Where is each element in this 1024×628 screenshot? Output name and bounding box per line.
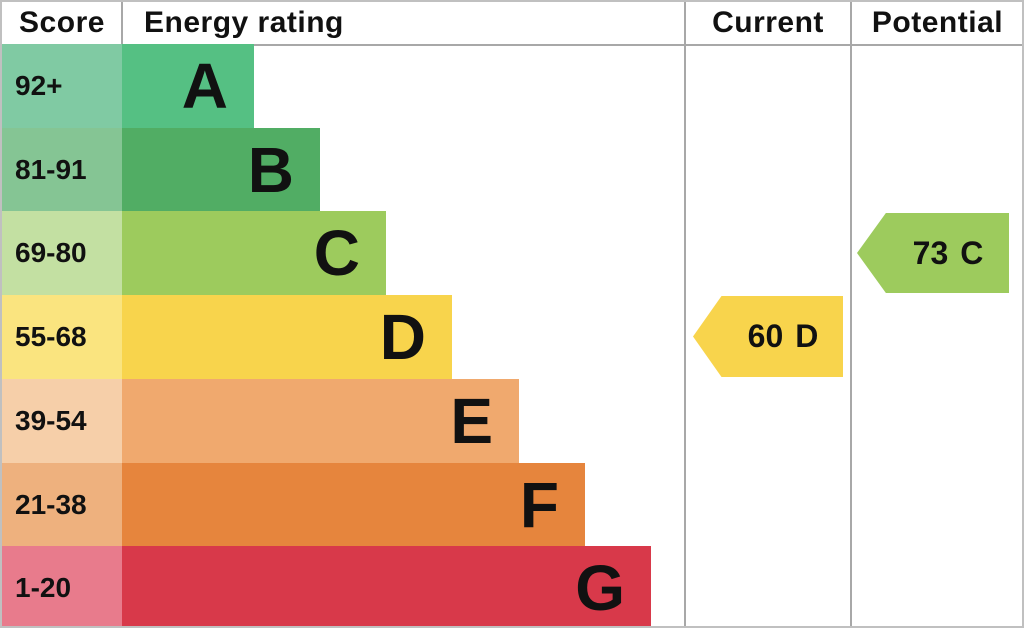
header-potential: Potential [871,6,1004,39]
current-rating-arrow: 60 D [693,296,843,377]
score-range-e: 39-54 [2,379,122,463]
band-row-g: 1-20 G [2,546,651,626]
divider-score-column [121,2,123,44]
current-rating-value: 60 [747,318,784,354]
score-range-a: 92+ [2,44,122,128]
band-row-e: 39-54 E [2,379,519,463]
score-range-d: 55-68 [2,295,122,379]
band-row-f: 21-38 F [2,463,585,546]
divider-header [2,44,1022,46]
rating-letter-b: B [247,133,294,206]
band-row-b: 81-91 B [2,128,320,211]
band-row-d: 55-68 D [2,295,452,379]
potential-rating-value: 73 [912,234,949,271]
header-score: Score [19,6,105,39]
divider-potential-column [850,2,852,626]
rating-bar-a: A [122,44,254,128]
rating-letter-g: G [575,552,625,624]
rating-bar-d: D [122,295,452,379]
rating-bar-b: B [122,128,320,211]
rating-bar-c: C [122,211,386,295]
rating-bar-g: G [122,546,651,626]
divider-current-column [684,2,686,626]
rating-letter-f: F [519,468,559,541]
rating-bar-e: E [122,379,519,463]
header-current: Current [712,6,824,39]
rating-bar-f: F [122,463,585,546]
score-range-c: 69-80 [2,211,122,295]
rating-letter-e: E [450,385,493,457]
score-range-g: 1-20 [2,546,122,626]
score-range-b: 81-91 [2,128,122,211]
band-row-a: 92+ A [2,44,254,128]
score-range-f: 21-38 [2,463,122,546]
header-energy-rating: Energy rating [144,6,344,39]
potential-rating-letter: C [960,234,984,271]
chart-header: Score Energy rating Current Potential [2,2,1022,44]
band-row-c: 69-80 C [2,211,386,295]
rating-letter-c: C [313,217,360,289]
current-rating-letter: D [795,318,819,354]
potential-rating-arrow: 73 C [857,213,1009,293]
rating-letter-a: A [181,50,228,122]
rating-letter-d: D [379,301,426,373]
